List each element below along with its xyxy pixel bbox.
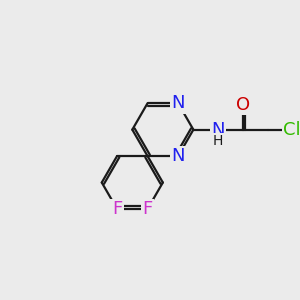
- Text: F: F: [112, 200, 122, 218]
- Text: F: F: [142, 200, 153, 218]
- Text: Cl: Cl: [284, 121, 300, 139]
- Text: N: N: [171, 147, 185, 165]
- Text: H: H: [213, 134, 223, 148]
- Text: O: O: [236, 96, 250, 114]
- Text: N: N: [211, 121, 225, 139]
- Text: N: N: [171, 94, 185, 112]
